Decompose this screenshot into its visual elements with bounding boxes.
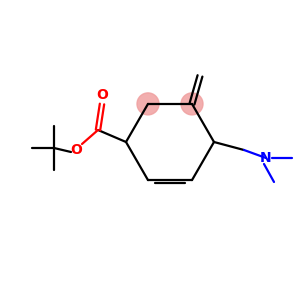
Circle shape bbox=[181, 93, 203, 115]
Text: O: O bbox=[96, 88, 108, 102]
Text: N: N bbox=[260, 151, 272, 165]
Text: O: O bbox=[70, 143, 82, 157]
Circle shape bbox=[137, 93, 159, 115]
